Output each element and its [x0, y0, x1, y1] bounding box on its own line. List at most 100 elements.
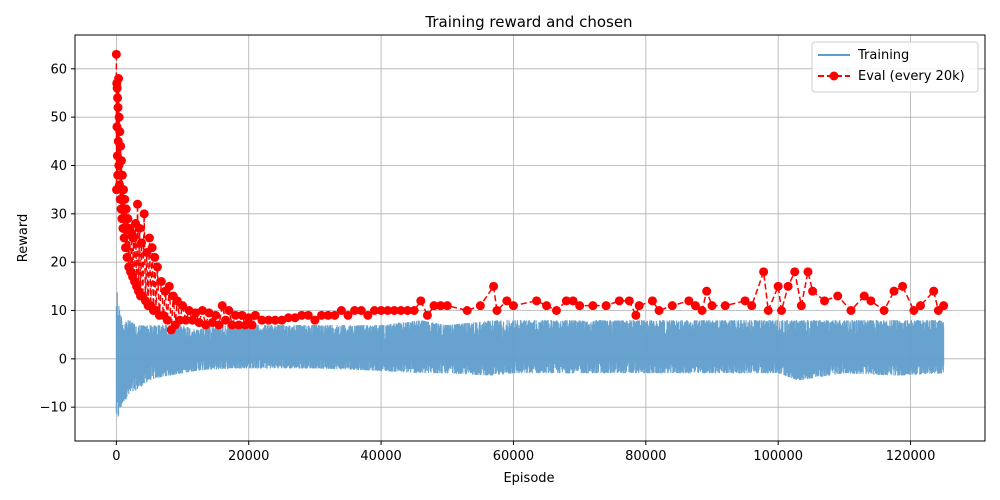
x-tick-label: 20000	[228, 449, 269, 464]
y-tick-label: −10	[40, 401, 67, 416]
eval-point	[369, 306, 379, 315]
x-axis-title: Episode	[503, 471, 554, 486]
eval-point	[247, 320, 257, 330]
eval-point	[389, 306, 399, 315]
eval-point	[939, 301, 949, 311]
eval-point	[113, 103, 123, 112]
eval-point	[697, 306, 707, 315]
eval-point	[614, 296, 624, 306]
training-series	[115, 292, 945, 417]
legend-training-label: Training	[857, 48, 909, 63]
eval-point	[363, 310, 373, 320]
eval-point	[137, 238, 147, 248]
y-tick-label: 10	[50, 304, 67, 319]
legend-eval-marker	[829, 71, 839, 81]
eval-point	[270, 315, 280, 325]
eval-point	[164, 281, 174, 291]
y-tick-label: 60	[50, 62, 67, 77]
training-line	[115, 292, 945, 417]
eval-point	[119, 233, 129, 243]
eval-point	[122, 252, 132, 262]
eval-point	[502, 296, 512, 306]
eval-point	[588, 301, 598, 311]
eval-point	[121, 243, 130, 253]
legend-eval-label: Eval (every 20k)	[858, 69, 965, 84]
eval-point	[214, 320, 224, 330]
eval-point	[790, 267, 800, 277]
y-tick-label: 0	[59, 352, 67, 367]
y-axis-title: Reward	[16, 214, 31, 262]
eval-point	[297, 310, 307, 320]
eval-point	[634, 301, 644, 311]
eval-point	[667, 301, 677, 311]
eval-point	[343, 310, 353, 320]
eval-point	[803, 267, 813, 277]
eval-point	[211, 310, 221, 320]
eval-point	[116, 141, 126, 151]
plot-area	[74, 34, 986, 442]
eval-point	[150, 252, 160, 262]
eval-point	[561, 296, 571, 306]
eval-point	[133, 199, 143, 209]
eval-point	[889, 286, 899, 296]
eval-point	[475, 301, 485, 311]
eval-point	[462, 306, 472, 315]
eval-point	[227, 320, 237, 330]
eval-point	[147, 243, 157, 253]
eval-point	[489, 281, 499, 291]
eval-point	[508, 301, 518, 311]
eval-point	[116, 156, 126, 166]
eval-point	[747, 301, 757, 311]
eval-point	[120, 194, 130, 204]
eval-point	[542, 301, 552, 311]
eval-point	[119, 185, 129, 195]
eval-point	[409, 306, 419, 315]
eval-point	[112, 83, 122, 93]
eval-point	[135, 223, 145, 233]
eval-point	[323, 310, 333, 320]
eval-point	[144, 233, 154, 243]
y-tick-label: 40	[50, 159, 67, 174]
eval-point	[532, 296, 542, 306]
eval-point	[121, 204, 131, 214]
eval-point	[763, 306, 773, 315]
eval-point	[114, 74, 124, 83]
eval-point	[217, 301, 227, 311]
eval-point	[224, 306, 234, 315]
eval-point	[783, 281, 793, 291]
eval-point	[442, 301, 452, 311]
eval-point	[859, 291, 869, 301]
eval-series	[111, 49, 949, 335]
eval-point	[820, 296, 830, 306]
eval-point	[422, 310, 432, 320]
eval-point	[234, 320, 244, 330]
eval-point	[230, 310, 240, 320]
x-axis: 0 20000 40000 60000 80000 100000 120000	[112, 441, 935, 464]
eval-point	[178, 301, 188, 311]
eval-point	[156, 277, 166, 286]
eval-point	[654, 306, 664, 315]
eval-point	[846, 306, 856, 315]
eval-point	[303, 310, 313, 320]
x-tick-label: 0	[112, 449, 120, 464]
eval-point	[221, 315, 231, 325]
x-tick-label: 120000	[886, 449, 936, 464]
eval-point	[551, 306, 561, 315]
eval-point	[376, 306, 386, 315]
eval-point	[113, 93, 123, 103]
y-axis: −10 0 10 20 30 40 50 60	[40, 62, 75, 416]
eval-point	[690, 301, 700, 311]
eval-point	[117, 170, 127, 180]
y-tick-label: 20	[50, 256, 67, 271]
legend: Training Eval (every 20k)	[811, 41, 979, 93]
eval-point	[123, 214, 133, 224]
eval-point	[264, 315, 274, 325]
eval-point	[740, 296, 750, 306]
eval-point	[356, 306, 366, 315]
eval-point	[707, 301, 717, 311]
eval-point	[631, 310, 641, 320]
x-tick-label: 80000	[625, 449, 666, 464]
eval-point	[129, 233, 139, 243]
eval-point	[898, 281, 908, 291]
